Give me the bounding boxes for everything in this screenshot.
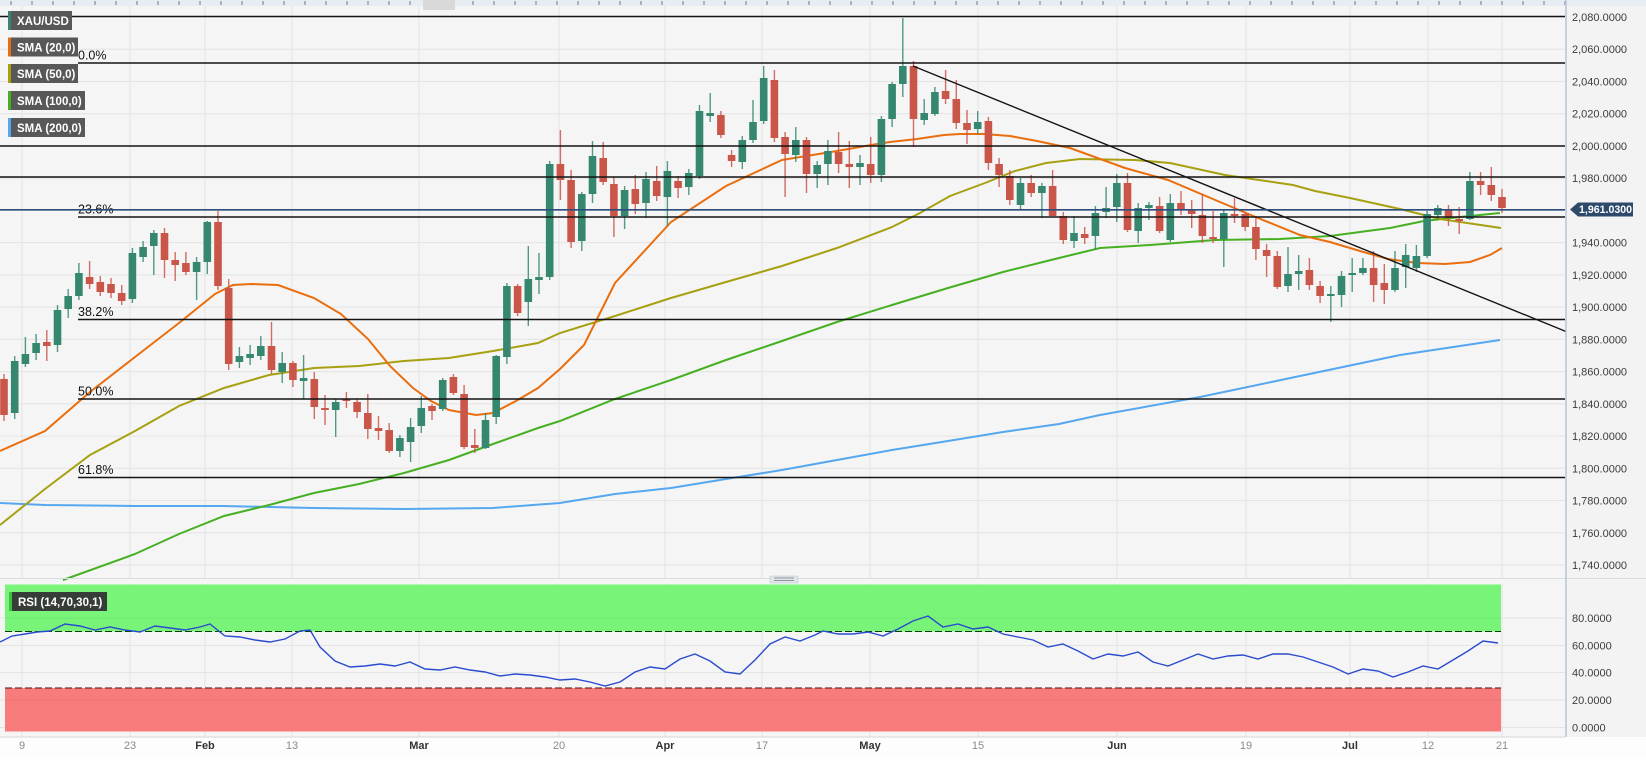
svg-text:0.0000: 0.0000 bbox=[1572, 723, 1606, 735]
svg-text:1,840.0000: 1,840.0000 bbox=[1572, 399, 1627, 411]
svg-text:1,740.0000: 1,740.0000 bbox=[1572, 560, 1627, 572]
svg-text:2,020.0000: 2,020.0000 bbox=[1572, 109, 1627, 121]
svg-text:1,780.0000: 1,780.0000 bbox=[1572, 496, 1627, 508]
svg-text:XAU/USD: XAU/USD bbox=[17, 16, 69, 28]
svg-text:80.0000: 80.0000 bbox=[1572, 613, 1612, 625]
svg-text:May: May bbox=[859, 740, 881, 752]
svg-text:2,080.0000: 2,080.0000 bbox=[1572, 12, 1627, 24]
svg-text:Feb: Feb bbox=[195, 740, 215, 752]
svg-text:1,940.0000: 1,940.0000 bbox=[1572, 238, 1627, 250]
svg-text:1,880.0000: 1,880.0000 bbox=[1572, 334, 1627, 346]
svg-text:17: 17 bbox=[756, 740, 768, 752]
svg-text:1,820.0000: 1,820.0000 bbox=[1572, 431, 1627, 443]
svg-text:38.2%: 38.2% bbox=[78, 305, 113, 319]
svg-text:0.0%: 0.0% bbox=[78, 49, 107, 63]
svg-text:1,920.0000: 1,920.0000 bbox=[1572, 270, 1627, 282]
svg-text:Jun: Jun bbox=[1107, 740, 1127, 752]
svg-text:23: 23 bbox=[124, 740, 136, 752]
svg-text:Mar: Mar bbox=[409, 740, 429, 752]
svg-text:13: 13 bbox=[286, 740, 298, 752]
svg-text:SMA (50,0): SMA (50,0) bbox=[17, 69, 76, 81]
svg-text:SMA (100,0): SMA (100,0) bbox=[17, 96, 82, 108]
svg-text:1,980.0000: 1,980.0000 bbox=[1572, 173, 1627, 185]
svg-text:1,760.0000: 1,760.0000 bbox=[1572, 528, 1627, 540]
svg-text:20: 20 bbox=[553, 740, 565, 752]
svg-text:20.0000: 20.0000 bbox=[1572, 695, 1612, 707]
svg-text:1,900.0000: 1,900.0000 bbox=[1572, 302, 1627, 314]
svg-text:61.8%: 61.8% bbox=[78, 463, 113, 477]
svg-text:15: 15 bbox=[972, 740, 984, 752]
svg-text:SMA (200,0): SMA (200,0) bbox=[17, 123, 82, 135]
svg-text:12: 12 bbox=[1422, 740, 1434, 752]
svg-text:1,860.0000: 1,860.0000 bbox=[1572, 367, 1627, 379]
svg-text:SMA (20,0): SMA (20,0) bbox=[17, 43, 76, 55]
svg-text:2,040.0000: 2,040.0000 bbox=[1572, 77, 1627, 89]
svg-text:RSI (14,70,30,1): RSI (14,70,30,1) bbox=[18, 597, 103, 609]
svg-text:1,961.0300: 1,961.0300 bbox=[1579, 204, 1632, 216]
svg-text:2,000.0000: 2,000.0000 bbox=[1572, 141, 1627, 153]
svg-text:1,800.0000: 1,800.0000 bbox=[1572, 463, 1627, 475]
svg-text:Apr: Apr bbox=[656, 740, 676, 752]
svg-text:2,060.0000: 2,060.0000 bbox=[1572, 44, 1627, 56]
svg-text:40.0000: 40.0000 bbox=[1572, 668, 1612, 680]
svg-text:9: 9 bbox=[19, 740, 25, 752]
svg-text:21: 21 bbox=[1496, 740, 1508, 752]
svg-text:60.0000: 60.0000 bbox=[1572, 641, 1612, 653]
svg-text:Jul: Jul bbox=[1342, 740, 1358, 752]
svg-text:19: 19 bbox=[1240, 740, 1252, 752]
svg-text:50.0%: 50.0% bbox=[78, 385, 113, 399]
